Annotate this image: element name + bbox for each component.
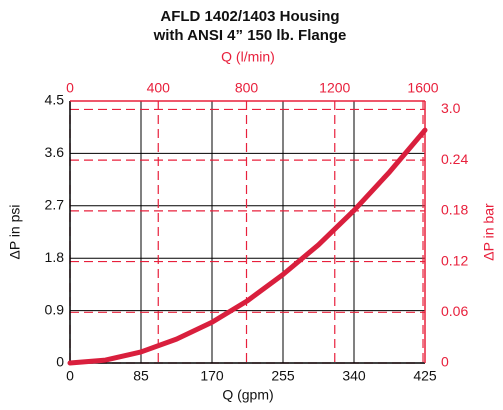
x-tick-label: 85 bbox=[133, 368, 149, 384]
chart-title: AFLD 1402/1403 Housing bbox=[160, 8, 339, 25]
y2-tick-label: 3.0 bbox=[441, 100, 461, 116]
x2-axis-label: Q (l/min) bbox=[221, 49, 275, 65]
y-tick-label: 3.6 bbox=[45, 144, 65, 160]
y2-tick-label: 0.06 bbox=[441, 303, 468, 319]
y-tick-label: 2.7 bbox=[45, 197, 65, 213]
y-tick-label: 0 bbox=[56, 354, 64, 370]
x2-tick-label: 1200 bbox=[319, 80, 350, 96]
x2-tick-label: 0 bbox=[66, 80, 74, 96]
x-tick-label: 0 bbox=[66, 368, 74, 384]
y-tick-label: 1.8 bbox=[45, 249, 65, 265]
x-tick-label: 170 bbox=[200, 368, 224, 384]
y2-tick-label: 0.12 bbox=[441, 252, 468, 268]
y-tick-label: 0.9 bbox=[45, 301, 65, 317]
x2-tick-label: 800 bbox=[235, 80, 259, 96]
y2-tick-label: 0 bbox=[441, 354, 449, 370]
x-axis-label: Q (gpm) bbox=[222, 387, 273, 403]
x-tick-label: 425 bbox=[413, 368, 437, 384]
y2-tick-label: 0.24 bbox=[441, 151, 468, 167]
y-axis-label: ΔP in psi bbox=[7, 204, 23, 259]
chart-title: with ANSI 4” 150 lb. Flange bbox=[153, 27, 347, 44]
y2-tick-label: 0.18 bbox=[441, 202, 468, 218]
x-tick-label: 340 bbox=[342, 368, 366, 384]
curve bbox=[67, 127, 428, 366]
x2-tick-label: 400 bbox=[147, 80, 171, 96]
y2-axis-label: ΔP in bar bbox=[481, 203, 497, 261]
x2-tick-label: 1600 bbox=[407, 80, 438, 96]
x-tick-label: 255 bbox=[271, 368, 295, 384]
y-tick-label: 4.5 bbox=[45, 92, 65, 108]
